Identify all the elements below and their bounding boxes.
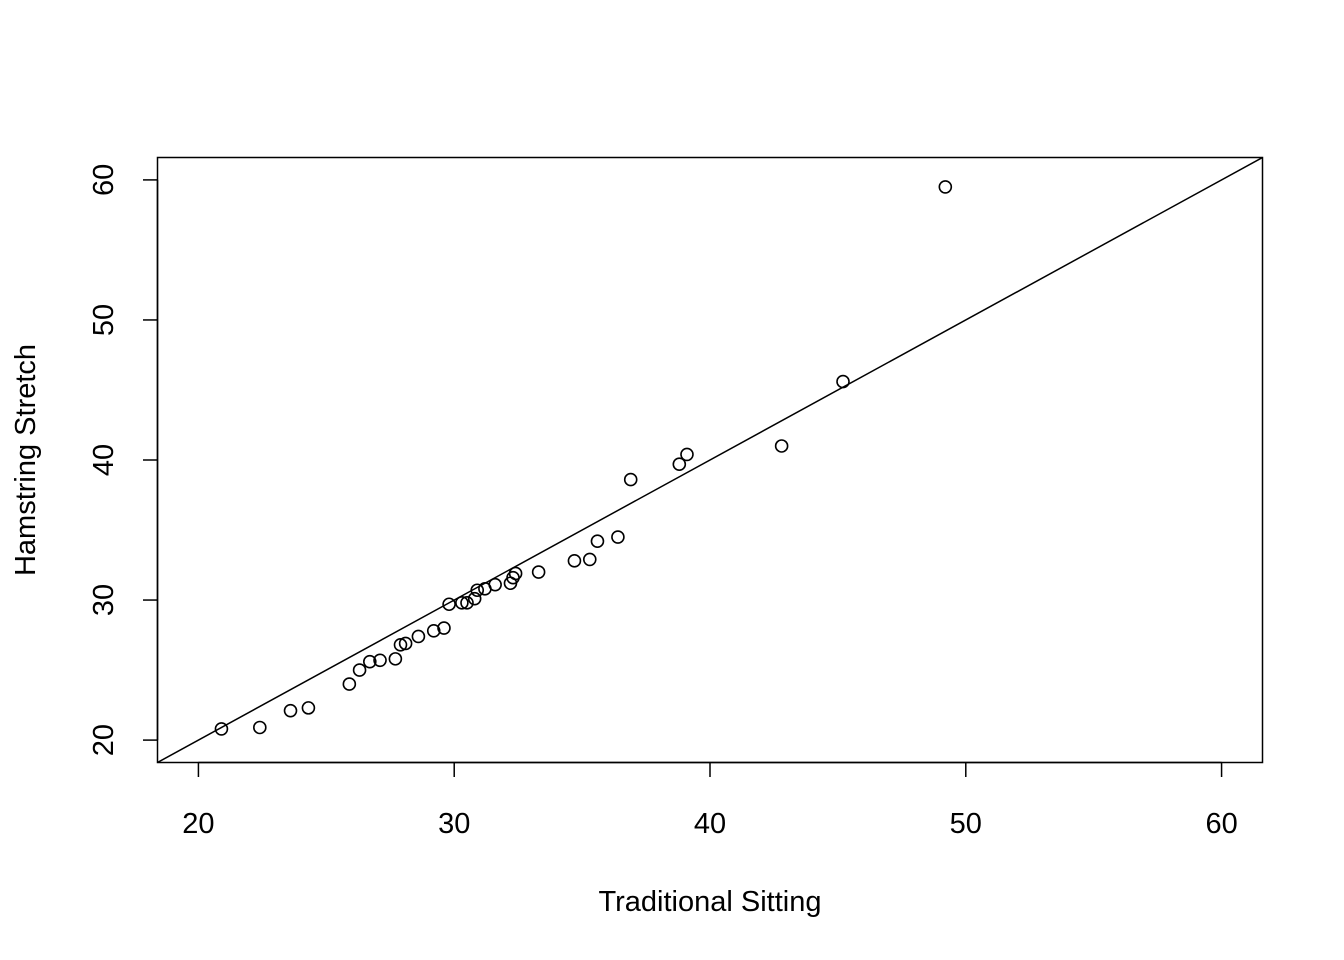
data-point (680, 447, 694, 462)
data-point (411, 629, 426, 644)
x-tick-label: 20 (182, 808, 214, 840)
points-layer (214, 180, 953, 736)
data-point (426, 624, 441, 638)
x-tick-label: 60 (1205, 808, 1237, 840)
data-point (342, 677, 357, 691)
data-point (582, 552, 597, 567)
data-point (623, 472, 638, 487)
data-point (455, 596, 469, 610)
data-point (590, 534, 605, 549)
y-tick-label: 40 (88, 444, 120, 476)
x-tick-label: 50 (950, 808, 982, 840)
x-axis-title: Traditional Sitting (599, 886, 822, 918)
data-point (214, 722, 229, 736)
y-tick-label: 60 (88, 164, 120, 196)
data-point (508, 566, 523, 581)
data-point (672, 457, 687, 472)
data-point (531, 565, 546, 579)
identity-reference-line (157, 157, 1263, 763)
data-point (467, 591, 482, 606)
data-point (373, 653, 387, 668)
data-point (470, 583, 485, 598)
x-tick-label: 30 (438, 808, 470, 840)
data-point (567, 554, 582, 568)
data-point (301, 701, 316, 715)
data-point (774, 439, 789, 453)
data-point (398, 636, 413, 651)
data-point (283, 703, 298, 718)
data-point (460, 596, 474, 610)
data-point (253, 720, 267, 735)
data-point (938, 180, 953, 194)
y-tick-label: 30 (88, 584, 120, 616)
data-point (352, 663, 367, 677)
y-tick-label: 50 (88, 304, 120, 336)
data-point (363, 654, 377, 669)
y-axis: 20 30 40 50 60 (88, 164, 159, 756)
data-point (388, 652, 403, 666)
y-tick-label: 20 (88, 724, 120, 756)
data-point (442, 597, 456, 612)
data-point (437, 621, 451, 635)
y-axis-title: Hamstring Stretch (10, 344, 42, 576)
x-tick-label: 40 (694, 808, 726, 840)
data-point (611, 530, 625, 544)
data-point (488, 577, 502, 592)
data-point (836, 374, 850, 389)
x-axis: 20 30 40 50 60 (182, 761, 1238, 840)
data-point (393, 638, 408, 652)
